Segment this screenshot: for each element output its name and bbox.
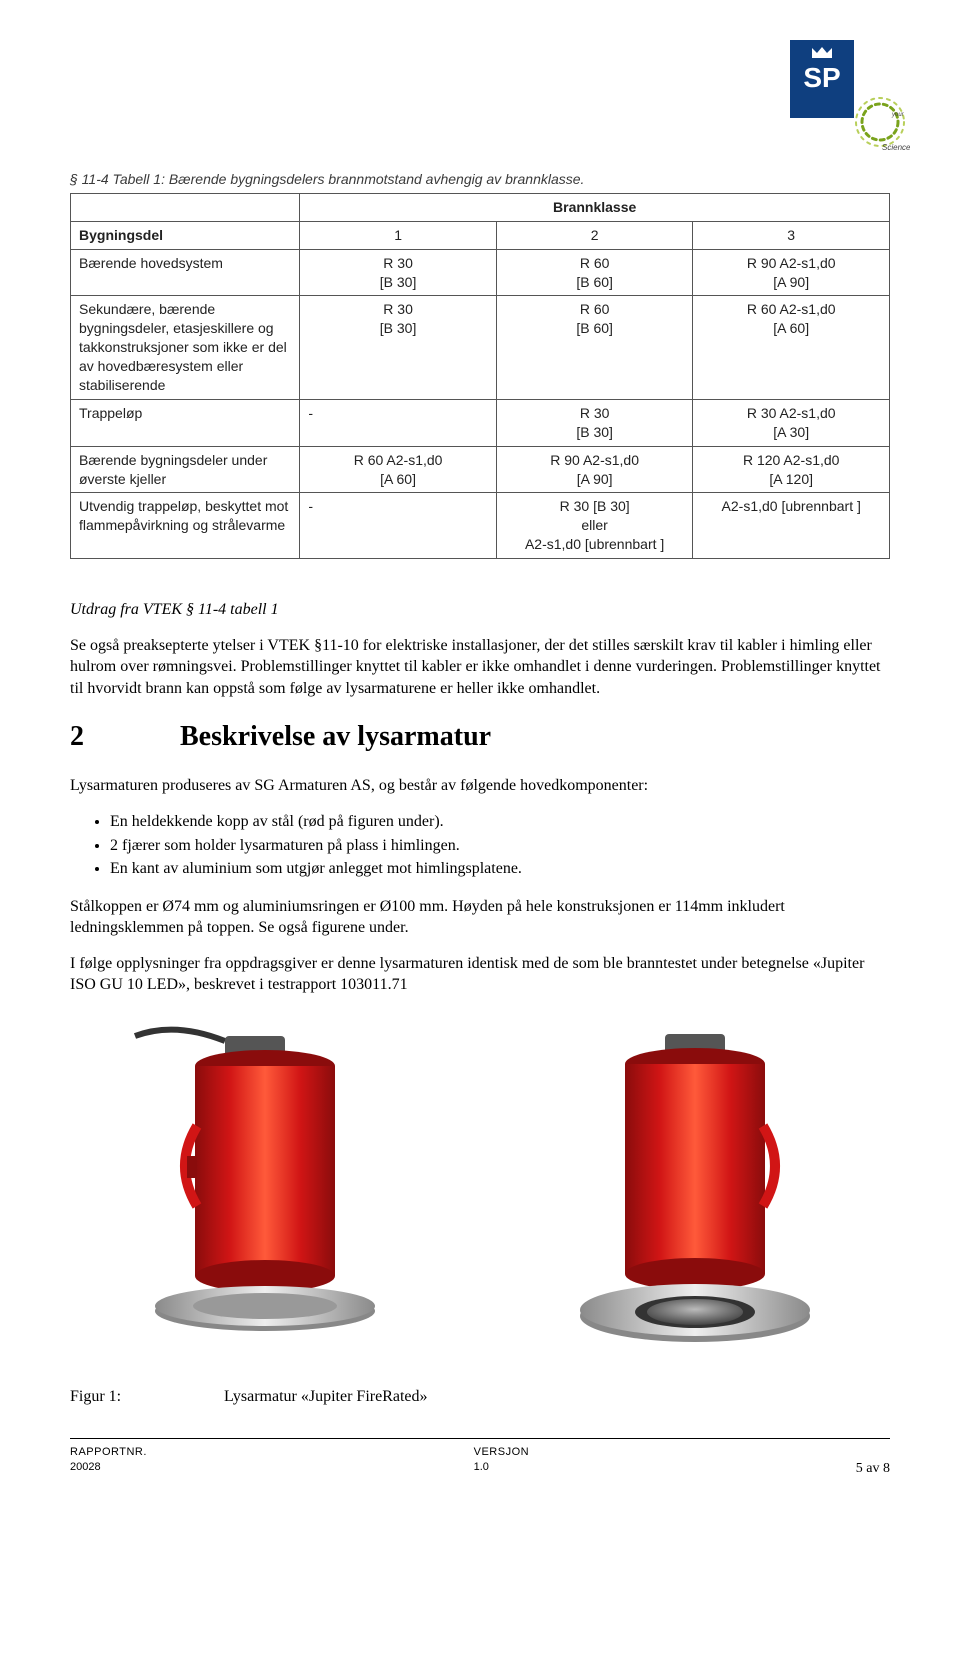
paragraph: I følge opplysninger fra oppdragsgiver e… xyxy=(70,953,890,996)
list-item: En heldekkende kopp av stål (rød på figu… xyxy=(110,811,890,833)
table-row: Trappeløp - R 30 [B 30] R 30 A2-s1,d0 [A… xyxy=(71,399,890,446)
row-label: Utvendig trappeløp, beskyttet mot flamme… xyxy=(71,493,300,559)
cell: R 30 A2-s1,d0 [A 30] xyxy=(693,399,890,446)
crown-icon xyxy=(810,46,834,60)
table-row: Bærende hovedsystem R 30 [B 30] R 60 [B … xyxy=(71,249,890,296)
list-item: 2 fjærer som holder lysarmaturen på plas… xyxy=(110,835,890,857)
version-value: 1.0 xyxy=(474,1460,529,1475)
version-label: VERSJON xyxy=(474,1445,529,1460)
footer-mid: VERSJON 1.0 xyxy=(474,1445,529,1479)
cell: R 60 [B 60] xyxy=(496,296,693,399)
footer-right: 5 av 8 xyxy=(856,1445,890,1479)
class-header: 3 xyxy=(693,221,890,249)
figure-label: Figur 1: xyxy=(70,1386,220,1408)
class-header: 2 xyxy=(496,221,693,249)
logo-text: SP xyxy=(796,64,848,92)
paragraph: Stålkoppen er Ø74 mm og aluminiumsringen… xyxy=(70,896,890,939)
figure-text: Lysarmatur «Jupiter FireRated» xyxy=(224,1388,428,1405)
section-heading: 2Beskrivelse av lysarmatur xyxy=(70,718,890,756)
row-label: Trappeløp xyxy=(71,399,300,446)
table-row: Brannklasse xyxy=(71,193,890,221)
table-row: Utvendig trappeløp, beskyttet mot flamme… xyxy=(71,493,890,559)
list-item: En kant av aluminium som utgjør anlegget… xyxy=(110,858,890,880)
figure-row xyxy=(70,1016,890,1356)
empty-cell xyxy=(71,193,300,221)
report-nr-label: RAPPORTNR. xyxy=(70,1445,147,1460)
cell: R 30 [B 30] xyxy=(496,399,693,446)
bullet-list: En heldekkende kopp av stål (rød på figu… xyxy=(110,811,890,880)
logo-area: SP your Science xyxy=(70,40,890,140)
cell: R 30 [B 30] xyxy=(300,296,497,399)
cell: R 30 [B 30] xyxy=(300,249,497,296)
excerpt-title: Utdrag fra VTEK § 11-4 tabell 1 xyxy=(70,599,890,621)
footer-left: RAPPORTNR. 20028 xyxy=(70,1445,147,1479)
cell: R 60 A2-s1,d0 [A 60] xyxy=(300,446,497,493)
fire-resistance-table: Brannklasse Bygningsdel 1 2 3 Bærende ho… xyxy=(70,193,890,559)
page-footer: RAPPORTNR. 20028 VERSJON 1.0 5 av 8 xyxy=(70,1438,890,1479)
bygningsdel-header: Bygningsdel xyxy=(71,221,300,249)
svg-text:your: your xyxy=(891,112,905,118)
paragraph: Se også preaksepterte ytelser i VTEK §11… xyxy=(70,635,890,700)
table-caption: § 11-4 Tabell 1: Bærende bygningsdelers … xyxy=(70,170,890,189)
row-label: Bærende hovedsystem xyxy=(71,249,300,296)
section-title: Beskrivelse av lysarmatur xyxy=(180,721,491,752)
report-nr-value: 20028 xyxy=(70,1460,147,1475)
svg-text:Science: Science xyxy=(882,143,910,152)
cell: R 120 A2-s1,d0 [A 120] xyxy=(693,446,890,493)
cell: R 60 [B 60] xyxy=(496,249,693,296)
lysarmatur-left-icon xyxy=(115,1016,415,1356)
cell: R 30 [B 30] eller A2-s1,d0 [ubrennbart ] xyxy=(496,493,693,559)
section-number: 2 xyxy=(70,718,180,756)
row-label: Sekundære, bærende bygningsdeler, etasje… xyxy=(71,296,300,399)
body-text: Utdrag fra VTEK § 11-4 tabell 1 Se også … xyxy=(70,599,890,996)
lysarmatur-right-icon xyxy=(545,1016,845,1356)
cell: R 60 A2-s1,d0 [A 60] xyxy=(693,296,890,399)
cell: R 90 A2-s1,d0 [A 90] xyxy=(693,249,890,296)
swirl-icon: your Science xyxy=(850,92,910,152)
logo-box: SP xyxy=(790,40,854,118)
page-number: 5 av 8 xyxy=(856,1460,890,1479)
figure-left xyxy=(70,1016,460,1356)
table-row: Bærende bygningsdeler under øverste kjel… xyxy=(71,446,890,493)
cell: - xyxy=(300,399,497,446)
class-header: 1 xyxy=(300,221,497,249)
brannklasse-header: Brannklasse xyxy=(300,193,890,221)
paragraph: Lysarmaturen produseres av SG Armaturen … xyxy=(70,775,890,797)
figure-caption: Figur 1: Lysarmatur «Jupiter FireRated» xyxy=(70,1386,890,1408)
sp-logo: SP your Science xyxy=(790,40,890,140)
table-row: Bygningsdel 1 2 3 xyxy=(71,221,890,249)
cell: - xyxy=(300,493,497,559)
cell: R 90 A2-s1,d0 [A 90] xyxy=(496,446,693,493)
figure-right xyxy=(500,1016,890,1356)
row-label: Bærende bygningsdeler under øverste kjel… xyxy=(71,446,300,493)
table-row: Sekundære, bærende bygningsdeler, etasje… xyxy=(71,296,890,399)
cell: A2-s1,d0 [ubrennbart ] xyxy=(693,493,890,559)
